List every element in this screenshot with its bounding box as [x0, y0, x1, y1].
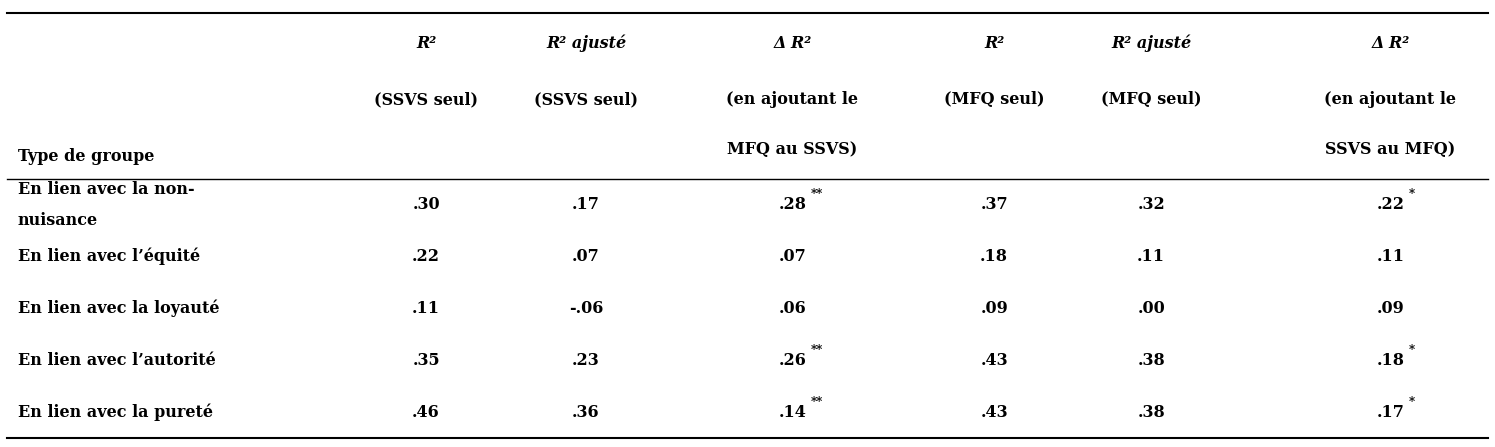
Text: .18: .18 — [1377, 352, 1404, 369]
Text: .30: .30 — [413, 196, 440, 213]
Text: .17: .17 — [573, 196, 599, 213]
Text: R²: R² — [416, 35, 437, 52]
Text: .11: .11 — [413, 300, 440, 317]
Text: .07: .07 — [779, 248, 806, 265]
Text: R² ajusté: R² ajusté — [546, 34, 626, 52]
Text: .17: .17 — [1377, 404, 1404, 421]
Text: **: ** — [810, 188, 822, 202]
Text: .09: .09 — [981, 300, 1008, 317]
Text: MFQ au SSVS): MFQ au SSVS) — [727, 140, 858, 157]
Text: .46: .46 — [413, 404, 440, 421]
Text: (en ajoutant le: (en ajoutant le — [1325, 91, 1456, 108]
Text: Type de groupe: Type de groupe — [18, 148, 154, 165]
Text: Δ R²: Δ R² — [773, 35, 812, 52]
Text: En lien avec la non-: En lien avec la non- — [18, 181, 194, 198]
Text: .37: .37 — [981, 196, 1008, 213]
Text: .38: .38 — [1138, 352, 1165, 369]
Text: .43: .43 — [981, 404, 1008, 421]
Text: .11: .11 — [1138, 248, 1165, 265]
Text: .06: .06 — [779, 300, 806, 317]
Text: .14: .14 — [779, 404, 806, 421]
Text: *: * — [1408, 396, 1414, 409]
Text: .22: .22 — [413, 248, 440, 265]
Text: (MFQ seul): (MFQ seul) — [943, 91, 1045, 108]
Text: .23: .23 — [573, 352, 599, 369]
Text: .22: .22 — [1377, 196, 1404, 213]
Text: **: ** — [810, 344, 822, 357]
Text: .07: .07 — [573, 248, 599, 265]
Text: .00: .00 — [1138, 300, 1165, 317]
Text: .38: .38 — [1138, 404, 1165, 421]
Text: R²: R² — [984, 35, 1005, 52]
Text: Δ R²: Δ R² — [1371, 35, 1410, 52]
Text: (SSVS seul): (SSVS seul) — [374, 91, 478, 108]
Text: R² ajusté: R² ajusté — [1111, 34, 1192, 52]
Text: (SSVS seul): (SSVS seul) — [534, 91, 638, 108]
Text: **: ** — [810, 396, 822, 409]
Text: En lien avec la pureté: En lien avec la pureté — [18, 403, 212, 421]
Text: SSVS au MFQ): SSVS au MFQ) — [1325, 140, 1456, 157]
Text: En lien avec l’équité: En lien avec l’équité — [18, 248, 200, 266]
Text: -.06: -.06 — [570, 300, 602, 317]
Text: *: * — [1408, 188, 1414, 202]
Text: .32: .32 — [1138, 196, 1165, 213]
Text: (MFQ seul): (MFQ seul) — [1100, 91, 1202, 108]
Text: (en ajoutant le: (en ajoutant le — [727, 91, 858, 108]
Text: En lien avec la loyauté: En lien avec la loyauté — [18, 299, 220, 317]
Text: *: * — [1408, 344, 1414, 357]
Text: .35: .35 — [413, 352, 440, 369]
Text: .36: .36 — [573, 404, 599, 421]
Text: En lien avec l’autorité: En lien avec l’autorité — [18, 352, 215, 369]
Text: nuisance: nuisance — [18, 212, 99, 229]
Text: .18: .18 — [981, 248, 1008, 265]
Text: .43: .43 — [981, 352, 1008, 369]
Text: .09: .09 — [1377, 300, 1404, 317]
Text: .28: .28 — [779, 196, 806, 213]
Text: .26: .26 — [779, 352, 806, 369]
Text: .11: .11 — [1377, 248, 1404, 265]
